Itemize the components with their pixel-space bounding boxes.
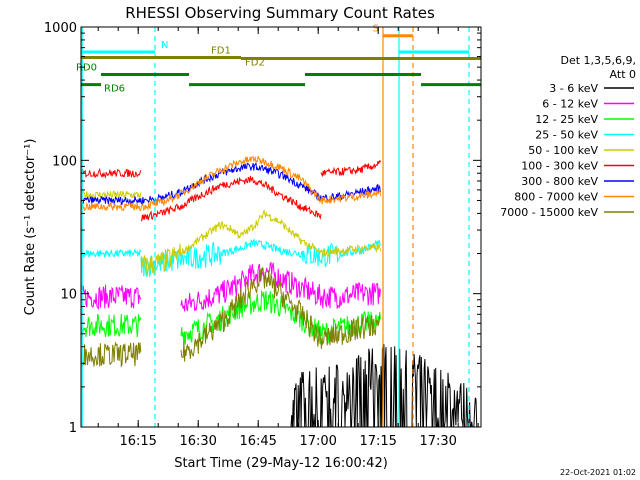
y-tick-label: 1000 bbox=[44, 21, 77, 36]
series-line bbox=[80, 248, 142, 258]
series-line bbox=[80, 313, 142, 338]
state-label: S bbox=[373, 24, 379, 35]
x-tick-label: 17:15 bbox=[359, 434, 396, 449]
series-line bbox=[140, 175, 322, 222]
y-axis-label: Count Rate (s⁻¹ detector⁻¹) bbox=[23, 139, 38, 316]
series-7 bbox=[80, 155, 381, 212]
legend-label: 12 - 25 keV bbox=[535, 113, 598, 126]
y-tick-label: 1 bbox=[69, 421, 77, 436]
legend-label: 50 - 100 keV bbox=[528, 144, 598, 157]
x-tick-label: 17:00 bbox=[299, 434, 336, 449]
legend-title-line-1: Det 1,3,5,6,9, bbox=[560, 54, 636, 67]
footer-date: 22-Oct-2021 01:02 bbox=[560, 468, 636, 477]
legend-label: 3 - 6 keV bbox=[549, 82, 598, 95]
x-tick-label: 16:15 bbox=[119, 434, 156, 449]
legend-title-line-2: Att 0 bbox=[610, 68, 636, 81]
legend-label: 100 - 300 keV bbox=[521, 160, 598, 173]
series-4 bbox=[80, 189, 382, 275]
x-axis-label: Start Time (29-May-12 16:00:42) bbox=[174, 456, 388, 471]
top-bar-layer: N S FD1 FD2 RD0 RD6 bbox=[76, 24, 481, 95]
chart-title: RHESSI Observing Summary Count Rates bbox=[125, 4, 435, 22]
legend-label: 7000 - 15000 keV bbox=[500, 206, 598, 219]
vertical-marker-layer bbox=[81, 27, 470, 427]
series-line bbox=[80, 189, 142, 201]
plot-frame bbox=[80, 26, 482, 428]
legend: 3 - 6 keV 6 - 12 keV 12 - 25 keV 25 - 50 ke… bbox=[500, 82, 634, 219]
y-tick-label: 100 bbox=[52, 154, 77, 169]
series-line bbox=[180, 266, 381, 362]
series-5 bbox=[80, 159, 382, 222]
series-line bbox=[180, 261, 381, 312]
series-1 bbox=[80, 261, 381, 312]
state-label: RD6 bbox=[104, 84, 125, 95]
series-line bbox=[80, 167, 142, 179]
legend-label: 300 - 800 keV bbox=[521, 175, 598, 188]
series-8 bbox=[80, 266, 381, 368]
series-line bbox=[140, 238, 381, 278]
legend-label: 800 - 7000 keV bbox=[514, 191, 598, 204]
series-line bbox=[80, 284, 142, 311]
series-3 bbox=[80, 238, 381, 278]
legend-label: 25 - 50 keV bbox=[535, 129, 598, 142]
series-line bbox=[140, 209, 382, 275]
y-tick-label: 10 bbox=[60, 288, 77, 303]
x-tick-label: 17:30 bbox=[419, 434, 456, 449]
state-label: FD1 bbox=[211, 46, 231, 57]
x-tick-label: 16:30 bbox=[179, 434, 216, 449]
series-line bbox=[320, 159, 382, 178]
axis-layer: 16:15 16:30 16:45 17:00 17:15 17:30 1 10 100 1000 bbox=[44, 21, 481, 449]
x-tick-label: 16:45 bbox=[239, 434, 276, 449]
series-layer bbox=[80, 155, 478, 428]
state-label: RD0 bbox=[76, 63, 97, 74]
series-line bbox=[80, 155, 381, 212]
state-label: FD2 bbox=[245, 58, 265, 69]
state-label: N bbox=[161, 40, 168, 51]
legend-label: 6 - 12 keV bbox=[542, 98, 598, 111]
series-line bbox=[80, 341, 142, 368]
